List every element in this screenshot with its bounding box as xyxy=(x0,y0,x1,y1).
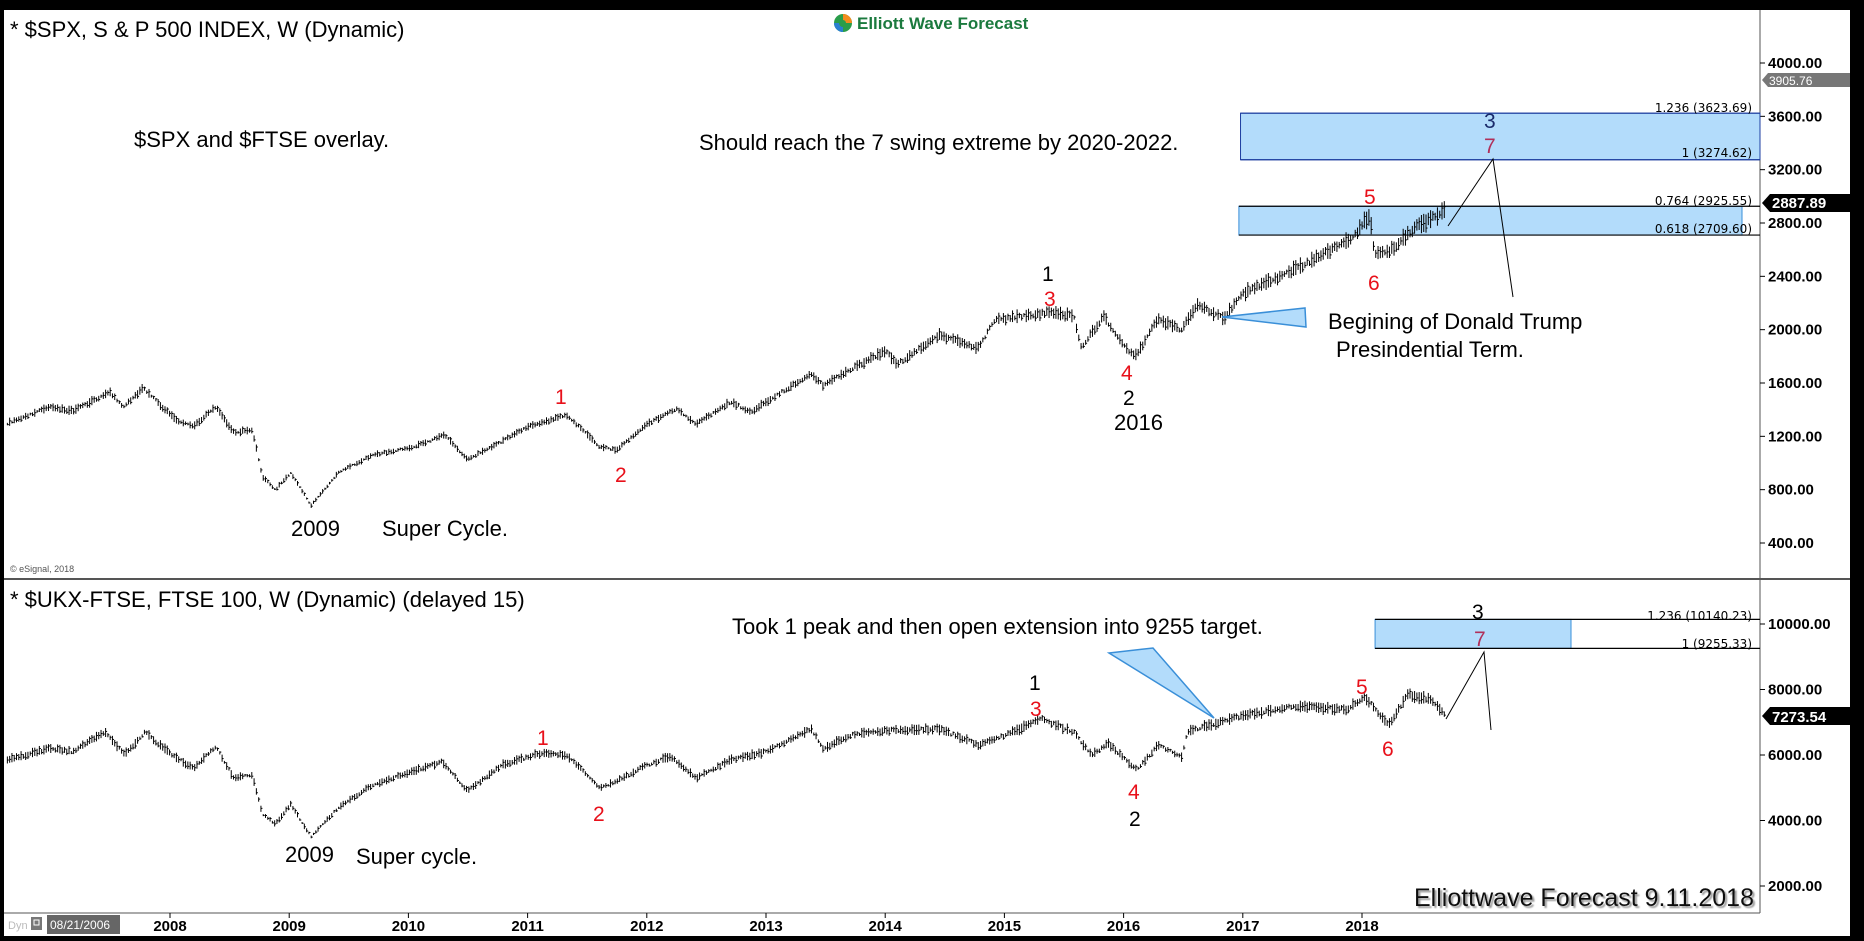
bottom-price-axis[interactable]: 2000.00 4000.00 6000.00 8000.00 10000.00 xyxy=(1760,616,1831,895)
x-tick-label: 2018 xyxy=(1345,918,1378,935)
time-axis[interactable]: 2008 2009 2010 2011 2012 2013 2014 2015 2016 2017… xyxy=(153,913,1379,935)
wave-label: 2 xyxy=(593,803,605,826)
fib-label-0618: 0.618 (2709.60) xyxy=(1655,222,1752,236)
label-2009-top: 2009 xyxy=(291,516,340,541)
y-tick-label: 1200.00 xyxy=(1768,428,1822,445)
y-tick-label: 4000.00 xyxy=(1768,55,1822,72)
wave-label: 5 xyxy=(1364,186,1376,209)
wave-label: 2 xyxy=(615,464,627,487)
x-tick-label: 2008 xyxy=(153,918,186,935)
note-target-bottom: Took 1 peak and then open extension into… xyxy=(732,614,1263,639)
top-fib-zones xyxy=(1238,112,1761,236)
top-panel-title: * $SPX, S & P 500 INDEX, W (Dynamic) xyxy=(10,17,405,42)
y-tick-label: 3200.00 xyxy=(1768,162,1822,179)
bottom-panel-title: * $UKX-FTSE, FTSE 100, W (Dynamic) (dela… xyxy=(10,587,525,612)
projection-path-top xyxy=(1447,157,1514,298)
label-super-cycle-bottom: Super cycle. xyxy=(356,844,477,869)
wave-label: 3 xyxy=(1472,601,1484,624)
x-tick-label: 2015 xyxy=(988,918,1021,935)
wave-label: 6 xyxy=(1382,738,1394,761)
price-tag-last-ftse-text: 7273.54 xyxy=(1772,709,1827,726)
x-tick-label: 2010 xyxy=(392,918,425,935)
y-tick-label: 2000.00 xyxy=(1768,878,1822,895)
y-tick-label: 8000.00 xyxy=(1768,682,1822,699)
price-tag-upper: 3905.76 xyxy=(1762,73,1850,88)
wave-label: 1 xyxy=(1042,263,1054,286)
x-tick-label: 2016 xyxy=(1107,918,1140,935)
bottom-fib-zones xyxy=(1374,618,1760,649)
top-price-bars xyxy=(6,201,1446,508)
fib-label-1: 1 (3274.62) xyxy=(1682,146,1752,160)
watermark: Elliottwave Forecast 9.11.2018 xyxy=(1414,884,1754,912)
x-tick-label: 2009 xyxy=(273,918,306,935)
wave-label: 1 xyxy=(555,386,567,409)
note-target-top: Should reach the 7 swing extreme by 2020… xyxy=(699,130,1178,155)
note-overlay: $SPX and $FTSE overlay. xyxy=(134,127,389,152)
wave-label: 7 xyxy=(1484,135,1496,158)
y-tick-label: 1600.00 xyxy=(1768,375,1822,392)
fib-label-0764: 0.764 (2925.55) xyxy=(1655,194,1752,208)
fib-label-1236: 1.236 (3623.69) xyxy=(1655,101,1752,115)
price-tag-upper-text: 3905.76 xyxy=(1769,74,1813,88)
label-super-cycle-top: Super Cycle. xyxy=(382,516,508,541)
fib-target-zone xyxy=(1238,205,1743,236)
y-tick-label: 2800.00 xyxy=(1768,215,1822,232)
fib-target-zone xyxy=(1240,112,1761,161)
copyright: © eSignal, 2018 xyxy=(10,564,74,574)
price-tag-last-spx: 2887.89 xyxy=(1762,194,1850,212)
wave-label: 4 xyxy=(1121,362,1133,385)
y-tick-label: 2000.00 xyxy=(1768,322,1822,339)
fib-target-zone xyxy=(1374,618,1572,649)
wave-label: 3 xyxy=(1044,288,1056,311)
start-date-box xyxy=(47,915,120,934)
wave-label: 6 xyxy=(1368,272,1380,295)
label-2009-bottom: 2009 xyxy=(285,842,334,867)
y-tick-label: 3600.00 xyxy=(1768,108,1822,125)
logo-text: Elliott Wave Forecast xyxy=(857,14,1029,33)
y-tick-label: 10000.00 xyxy=(1768,616,1831,633)
bottom-price-bars xyxy=(6,688,1446,839)
logo: Elliott Wave Forecast xyxy=(834,14,1029,33)
lock-icon[interactable] xyxy=(31,917,42,930)
wave-label: 3 xyxy=(1484,110,1496,133)
wave-label: 4 xyxy=(1128,781,1140,804)
chart-canvas xyxy=(4,10,1850,936)
label-2016: 2016 xyxy=(1114,410,1163,435)
x-tick-label: 2014 xyxy=(869,918,903,935)
extension-pointer-triangle xyxy=(1106,647,1215,719)
x-tick-label: 2017 xyxy=(1226,918,1259,935)
wave-label: 7 xyxy=(1474,628,1486,651)
wave-label: 1 xyxy=(1029,672,1041,695)
start-date: 08/21/2006 xyxy=(50,918,110,932)
fib-label-1-ftse: 1 (9255.33) xyxy=(1682,637,1752,651)
top-price-axis[interactable]: 400.00 800.00 1200.00 1600.00 2000.00 2400.00… xyxy=(1760,55,1822,552)
y-tick-label: 4000.00 xyxy=(1768,813,1822,830)
y-tick-label: 800.00 xyxy=(1768,482,1814,499)
projection-path-bottom xyxy=(1445,650,1492,731)
wave-label: 5 xyxy=(1356,676,1368,699)
y-tick-label: 2400.00 xyxy=(1768,268,1822,285)
price-tag-last-ftse: 7273.54 xyxy=(1762,707,1850,726)
wave-label: 3 xyxy=(1030,698,1042,721)
wave-label: 2 xyxy=(1129,808,1141,831)
y-tick-label: 6000.00 xyxy=(1768,747,1822,764)
x-tick-label: 2013 xyxy=(749,918,782,935)
note-trump-line2: Presindential Term. xyxy=(1336,337,1524,362)
dyn-label: Dyn xyxy=(8,920,28,932)
price-tag-last-spx-text: 2887.89 xyxy=(1772,195,1826,212)
wave-label: 1 xyxy=(537,727,549,750)
fib-label-1236-ftse: 1.236 (10140.23) xyxy=(1647,609,1752,623)
x-tick-label: 2011 xyxy=(511,918,544,935)
trump-pointer-triangle xyxy=(1221,307,1307,328)
x-tick-label: 2012 xyxy=(630,918,663,935)
wave-label: 2 xyxy=(1123,387,1135,410)
y-tick-label: 400.00 xyxy=(1768,535,1814,552)
note-trump-line1: Begining of Donald Trump xyxy=(1328,309,1582,334)
